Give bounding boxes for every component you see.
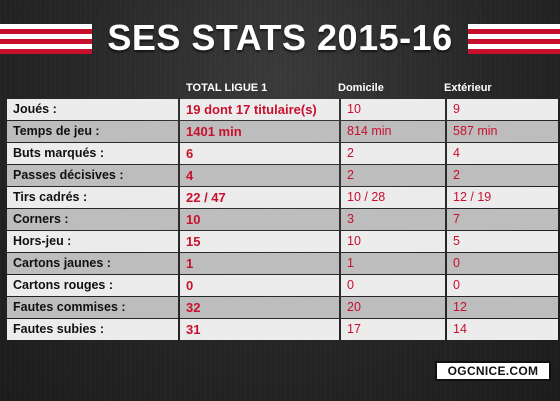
total-value: 15 [180,231,339,252]
table-row: Joués : 19 dont 17 titulaire(s) 10 9 [7,99,558,120]
row-label: Corners : [7,209,178,230]
away-value: 4 [447,143,558,164]
total-value: 32 [180,297,339,318]
table-row: Cartons jaunes : 1 1 0 [7,253,558,274]
column-header-home: Domicile [338,82,384,94]
row-label: Joués : [7,99,178,120]
total-value: 4 [180,165,339,186]
site-logo: OGCNICE.COM [435,361,551,381]
table-row: Temps de jeu : 1401 min 814 min 587 min [7,121,558,142]
row-label: Fautes subies : [7,319,178,340]
away-value: 0 [447,275,558,296]
page-title: SES STATS 2015-16 [107,17,453,58]
table-row: Tirs cadrés : 22 / 47 10 / 28 12 / 19 [7,187,558,208]
total-value: 1401 min [180,121,339,142]
home-value: 2 [341,143,445,164]
home-value: 10 [341,99,445,120]
row-label: Temps de jeu : [7,121,178,142]
away-value: 7 [447,209,558,230]
home-value: 20 [341,297,445,318]
title-stripes-left [0,24,92,54]
total-value: 6 [180,143,339,164]
total-value: 31 [180,319,339,340]
total-value: 1 [180,253,339,274]
away-value: 5 [447,231,558,252]
column-header-away: Extérieur [444,82,492,94]
table-row: Passes décisives : 4 2 2 [7,165,558,186]
total-value: 22 / 47 [180,187,339,208]
row-label: Fautes commises : [7,297,178,318]
home-value: 1 [341,253,445,274]
home-value: 0 [341,275,445,296]
table-row: Hors-jeu : 15 10 5 [7,231,558,252]
away-value: 9 [447,99,558,120]
home-value: 2 [341,165,445,186]
away-value: 12 [447,297,558,318]
home-value: 3 [341,209,445,230]
title-stripes-right [468,24,560,54]
row-label: Passes décisives : [7,165,178,186]
away-value: 12 / 19 [447,187,558,208]
table-row: Corners : 10 3 7 [7,209,558,230]
column-header-total: TOTAL LIGUE 1 [186,82,268,94]
away-value: 0 [447,253,558,274]
total-value: 19 dont 17 titulaire(s) [180,99,339,120]
table-row: Cartons rouges : 0 0 0 [7,275,558,296]
table-row: Fautes commises : 32 20 12 [7,297,558,318]
home-value: 814 min [341,121,445,142]
home-value: 10 / 28 [341,187,445,208]
row-label: Buts marqués : [7,143,178,164]
row-label: Cartons rouges : [7,275,178,296]
away-value: 2 [447,165,558,186]
row-label: Cartons jaunes : [7,253,178,274]
home-value: 17 [341,319,445,340]
away-value: 587 min [447,121,558,142]
stats-table: Joués : 19 dont 17 titulaire(s) 10 9 Tem… [7,99,558,341]
table-row: Buts marqués : 6 2 4 [7,143,558,164]
away-value: 14 [447,319,558,340]
table-row: Fautes subies : 31 17 14 [7,319,558,340]
row-label: Hors-jeu : [7,231,178,252]
home-value: 10 [341,231,445,252]
row-label: Tirs cadrés : [7,187,178,208]
total-value: 10 [180,209,339,230]
total-value: 0 [180,275,339,296]
